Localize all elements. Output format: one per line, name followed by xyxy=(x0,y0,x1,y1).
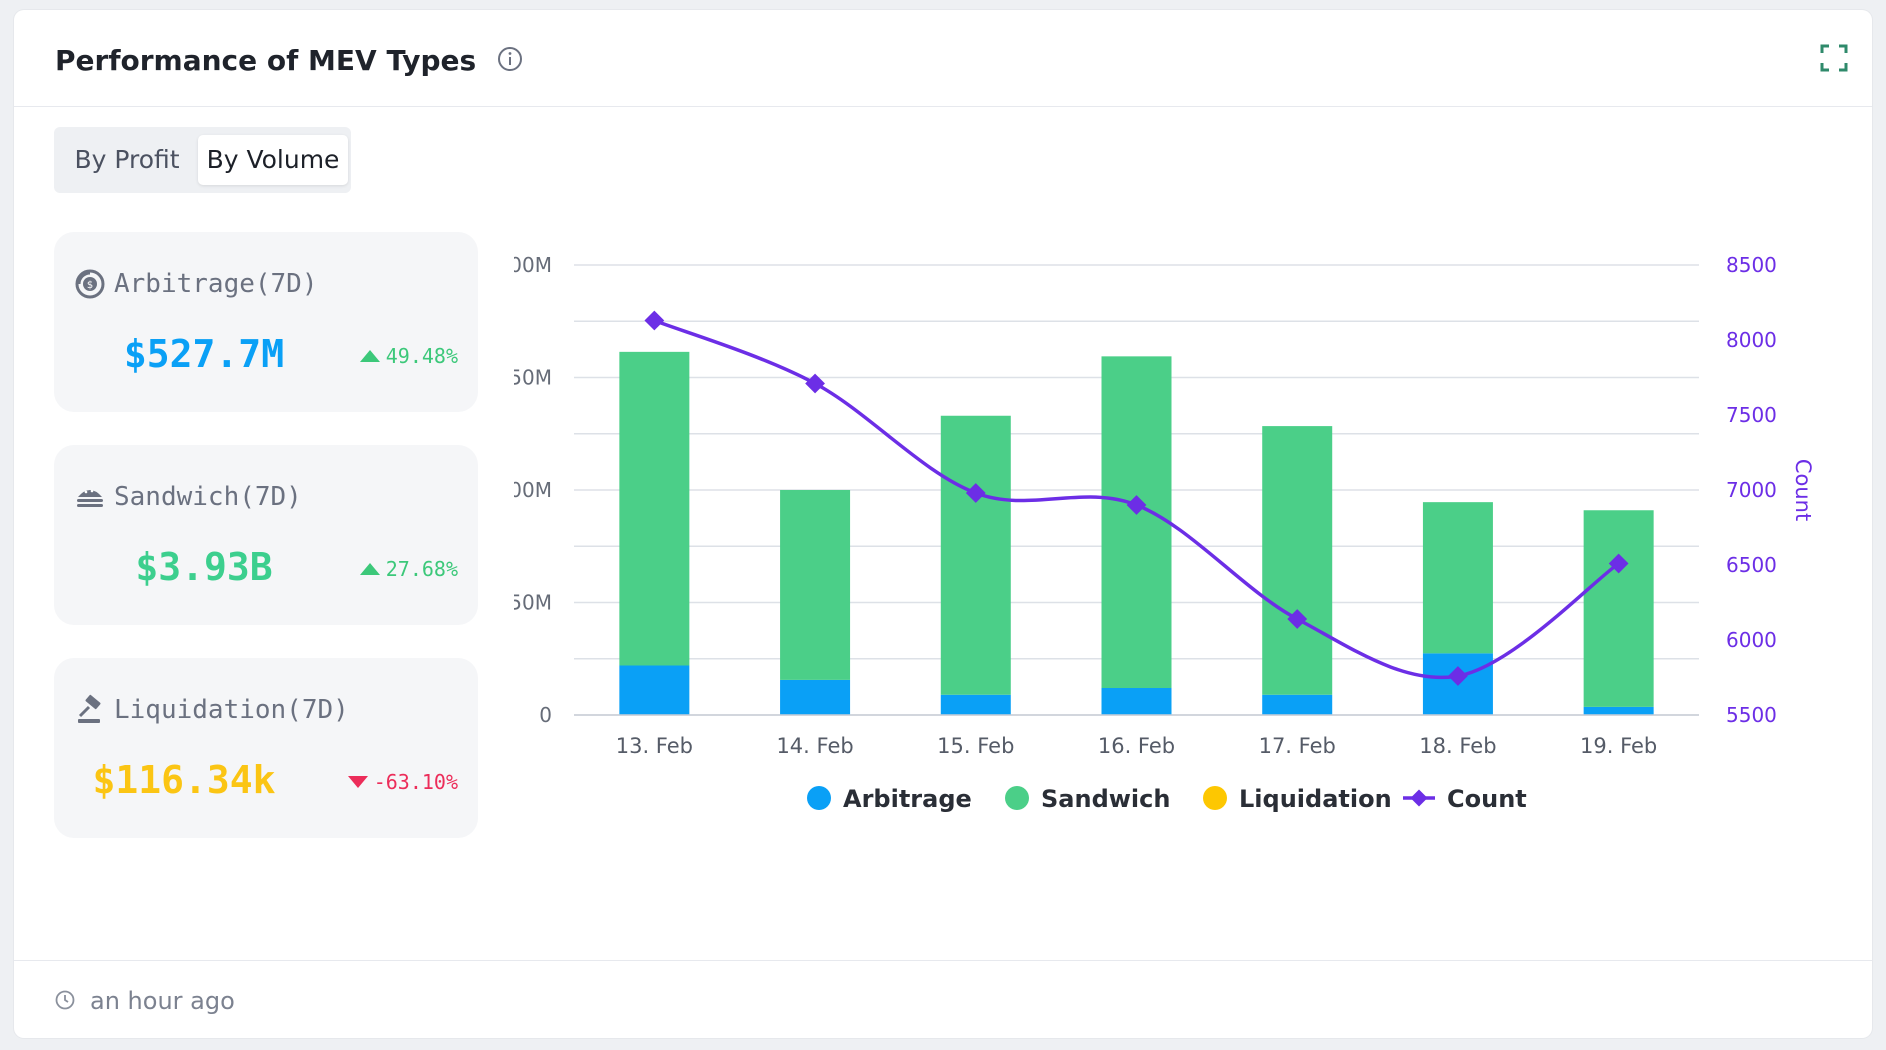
y2-tick-label: 5500 xyxy=(1726,703,1777,727)
stat-header: Sandwich(7D) xyxy=(74,477,302,517)
arbitrage-bar xyxy=(940,694,1011,715)
x-tick-label: 15. Feb xyxy=(937,734,1014,758)
stat-value: $3.93B xyxy=(135,545,273,589)
x-tick-label: 19. Feb xyxy=(1580,734,1657,758)
legend-label: Count xyxy=(1447,785,1527,813)
up-arrow-icon xyxy=(359,563,380,575)
svg-text:$: $ xyxy=(87,280,93,291)
sandwich-bar xyxy=(1422,502,1493,654)
last-updated: an hour ago xyxy=(90,987,235,1015)
legend-marker-count-diamond xyxy=(1410,789,1428,807)
y-tick-label: 750M xyxy=(514,366,552,390)
legend-label: Liquidation xyxy=(1239,785,1392,813)
y2-tick-label: 6000 xyxy=(1726,628,1777,652)
x-tick-label: 14. Feb xyxy=(776,734,853,758)
up-arrow-icon xyxy=(359,350,380,362)
stat-header: $ Arbitrage(7D) xyxy=(74,264,318,304)
liquidation-stat-card: Liquidation(7D) $116.34k -63.10% xyxy=(54,658,478,838)
arbitrage-bar xyxy=(1262,694,1333,715)
legend-marker-liquidation xyxy=(1203,786,1227,810)
y-tick-label: 250M xyxy=(514,591,552,615)
arbitrage-bar xyxy=(619,665,690,715)
info-icon[interactable] xyxy=(495,44,525,74)
y-tick-label: 500M xyxy=(514,478,552,502)
count-point xyxy=(644,310,665,331)
y2-tick-label: 8000 xyxy=(1726,328,1777,352)
y2-axis-title: Count xyxy=(1791,459,1815,521)
arbitrage-bar xyxy=(1583,706,1654,715)
count-point xyxy=(1608,553,1629,574)
stat-label: Arbitrage(7D) xyxy=(114,269,318,299)
y2-tick-label: 7500 xyxy=(1726,403,1777,427)
mev-volume-chart: 0 250M 500M 750M 1,000M 5500 6000 6500 7000 7500 8… xyxy=(514,253,1815,813)
stat-header: Liquidation(7D) xyxy=(74,690,349,730)
count-point xyxy=(805,373,825,394)
legend-label: Sandwich xyxy=(1041,785,1170,813)
count-point xyxy=(965,483,986,503)
sandwich-stat-card: Sandwich(7D) $3.93B 27.68% xyxy=(54,445,478,625)
liquidation-icon xyxy=(78,694,101,723)
arbitrage-stat-card: $ Arbitrage(7D) $527.7M 49.48% xyxy=(54,232,478,412)
sandwich-bar xyxy=(1101,356,1172,688)
stat-change: 27.68% xyxy=(359,557,458,581)
arbitrage-icon: $ xyxy=(75,269,105,299)
stat-value: $527.7M xyxy=(123,332,285,376)
stat-value: $116.34k xyxy=(92,758,276,802)
mev-performance-card: Performance of MEV Types By Profit By Vo… xyxy=(14,10,1872,1038)
card-header: Performance of MEV Types xyxy=(14,10,1872,107)
sandwich-bar xyxy=(780,490,851,680)
sandwich-bar xyxy=(1262,426,1333,695)
y-tick-label: 1,000M xyxy=(514,253,552,277)
view-toggle: By Profit By Volume xyxy=(54,127,351,193)
x-tick-label: 16. Feb xyxy=(1098,734,1175,758)
legend-marker-arbitrage xyxy=(807,786,831,810)
stat-label: Sandwich(7D) xyxy=(114,482,302,512)
legend-label: Arbitrage xyxy=(843,785,972,813)
stat-change: -63.10% xyxy=(347,770,458,794)
x-tick-label: 13. Feb xyxy=(616,734,693,758)
stat-label: Liquidation(7D) xyxy=(114,695,349,725)
sandwich-bar xyxy=(619,351,690,666)
stat-change-value: 27.68% xyxy=(385,557,458,581)
clock-icon xyxy=(55,990,75,1010)
stat-change-value: 49.48% xyxy=(385,344,458,368)
card-footer: an hour ago xyxy=(14,960,1872,1038)
sandwich-bar xyxy=(1583,510,1654,707)
arbitrage-bar xyxy=(780,679,851,715)
x-tick-label: 17. Feb xyxy=(1259,734,1336,758)
sandwich-icon xyxy=(77,489,103,507)
count-point xyxy=(1126,495,1147,515)
arbitrage-bar xyxy=(1101,688,1172,715)
legend-marker-sandwich xyxy=(1005,786,1029,810)
down-arrow-icon xyxy=(347,776,368,788)
y2-tick-label: 7000 xyxy=(1726,478,1777,502)
sandwich-bar xyxy=(940,415,1011,695)
y2-tick-label: 6500 xyxy=(1726,553,1777,577)
y2-tick-label: 8500 xyxy=(1726,253,1777,277)
page-title: Performance of MEV Types xyxy=(55,44,477,77)
x-tick-label: 18. Feb xyxy=(1419,734,1496,758)
expand-icon[interactable] xyxy=(1819,43,1849,73)
stat-change-value: -63.10% xyxy=(373,770,458,794)
stat-change: 49.48% xyxy=(359,344,458,368)
by-profit-tab[interactable]: By Profit xyxy=(74,145,180,174)
y-tick-label: 0 xyxy=(539,703,552,727)
count-point xyxy=(1448,666,1468,686)
by-volume-tab[interactable]: By Volume xyxy=(198,135,348,185)
